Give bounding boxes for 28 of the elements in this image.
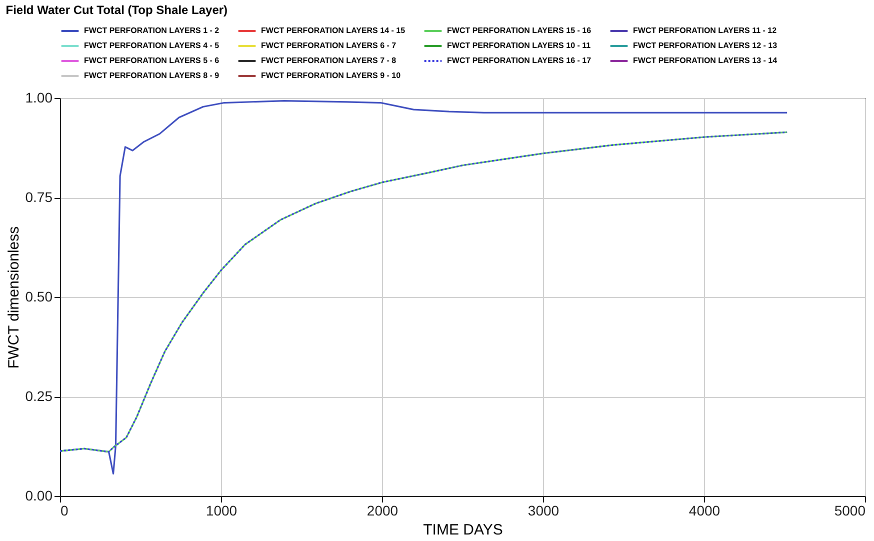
x-tick-label: 4000 — [688, 502, 720, 518]
chart-title: Field Water Cut Total (Top Shale Layer) — [6, 3, 228, 17]
x-tick-label: 0 — [60, 502, 68, 518]
x-tick-label: 2000 — [366, 502, 398, 518]
legend-label: FWCT PERFORATION LAYERS 14 - 15 — [261, 26, 406, 35]
x-tick-label: 1000 — [206, 502, 238, 518]
y-tick-label: 0.50 — [25, 288, 53, 304]
legend-label: FWCT PERFORATION LAYERS 15 - 16 — [447, 26, 592, 35]
x-axis-title: TIME DAYS — [423, 522, 503, 538]
legend-label: FWCT PERFORATION LAYERS 16 - 17 — [447, 56, 592, 65]
y-tick-label: 1.00 — [25, 90, 53, 106]
legend-label: FWCT PERFORATION LAYERS 6 - 7 — [261, 41, 397, 50]
legend-label: FWCT PERFORATION LAYERS 5 - 6 — [84, 56, 220, 65]
legend-label: FWCT PERFORATION LAYERS 7 - 8 — [261, 56, 397, 65]
legend-label: FWCT PERFORATION LAYERS 13 - 14 — [633, 56, 778, 65]
legend-label: FWCT PERFORATION LAYERS 4 - 5 — [84, 41, 220, 50]
legend-label: FWCT PERFORATION LAYERS 12 - 13 — [633, 41, 778, 50]
x-tick-label: 5000 — [834, 502, 866, 518]
y-tick-label: 0.25 — [25, 388, 53, 404]
y-axis-title: FWCT dimensionless — [5, 226, 22, 369]
legend-label: FWCT PERFORATION LAYERS 9 - 10 — [261, 71, 402, 80]
legend-label: FWCT PERFORATION LAYERS 10 - 11 — [447, 41, 592, 50]
legend-label: FWCT PERFORATION LAYERS 8 - 9 — [84, 71, 220, 80]
y-tick-label: 0.75 — [25, 189, 53, 205]
y-tick-label: 0.00 — [25, 488, 53, 504]
legend-label: FWCT PERFORATION LAYERS 11 - 12 — [633, 26, 778, 35]
x-tick-label: 3000 — [528, 502, 560, 518]
legend-label: FWCT PERFORATION LAYERS 1 - 2 — [84, 26, 220, 35]
